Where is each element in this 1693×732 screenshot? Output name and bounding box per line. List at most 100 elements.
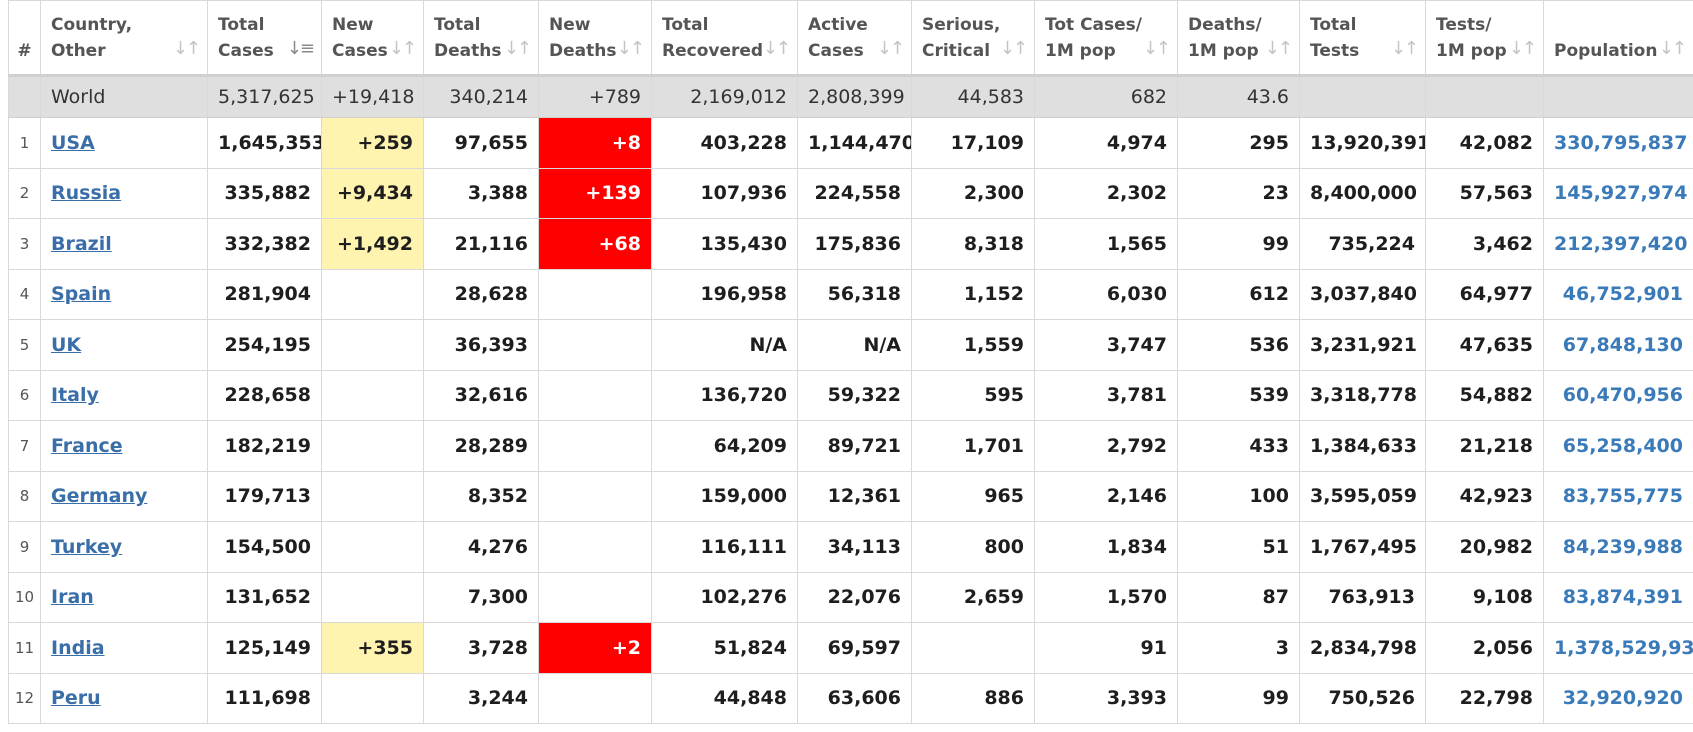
cell-active-cases: 56,318 [797, 269, 912, 320]
country-link[interactable]: Peru [51, 687, 101, 710]
cell-population: 32,920,920 [1543, 673, 1693, 724]
country-link[interactable]: Italy [51, 384, 99, 407]
cell-serious-critical: 2,659 [911, 572, 1035, 623]
cell-serious-critical: 1,152 [911, 269, 1035, 320]
sort-arrows-icon[interactable]: ↓↑ [388, 38, 417, 59]
cell-rank: 5 [8, 319, 41, 371]
table-row: 7 France 182,219 28,289 64,209 89,721 1,701 2,7… [8, 420, 1693, 472]
column-header-label: Cases [332, 41, 388, 61]
column-header-tests-per-1m[interactable]: Tests/1M pop ↓↑ [1425, 0, 1544, 77]
column-header-label: Tot Cases/ [1045, 15, 1142, 35]
cell-total-tests: 2,834,798 [1299, 622, 1426, 674]
cell-total-cases: 335,882 [207, 168, 322, 219]
cell-new-cases [321, 471, 424, 522]
cell-cases-per-1m: 1,834 [1034, 521, 1178, 573]
sort-arrows-icon[interactable]: ↓↑ [1508, 38, 1537, 59]
column-header-cases-per-1m[interactable]: Tot Cases/1M pop ↓↑ [1034, 0, 1178, 77]
column-header-total-tests[interactable]: Total Tests ↓↑ [1299, 0, 1426, 77]
country-link[interactable]: India [51, 636, 105, 659]
country-link[interactable]: USA [51, 131, 95, 154]
cell-rank: 9 [8, 521, 41, 573]
sort-arrows-icon[interactable]: ↓↑ [172, 38, 201, 59]
cell-total-deaths: 28,628 [423, 269, 539, 320]
sort-arrows-icon[interactable]: ↓↑ [616, 38, 645, 59]
table-row: 11 India 125,149 +355 3,728 +2 51,824 69,597 91 3… [8, 622, 1693, 674]
column-header-total-cases[interactable]: Total Cases ↓≡ [207, 0, 322, 77]
cell-rank: 4 [8, 269, 41, 320]
cell-active-cases: 63,606 [797, 673, 912, 724]
cell-serious-critical: 8,318 [911, 218, 1035, 270]
column-header-serious-critical[interactable]: Serious, Critical ↓↑ [911, 0, 1035, 77]
cell-active-cases: 1,144,470 [797, 117, 912, 169]
sort-arrows-icon[interactable]: ↓↑ [876, 38, 905, 59]
country-link[interactable]: Germany [51, 485, 148, 508]
column-header-active-cases[interactable]: Active Cases ↓↑ [797, 0, 912, 77]
country-link[interactable]: Spain [51, 283, 112, 306]
column-header-new-cases[interactable]: New Cases ↓↑ [321, 0, 424, 77]
sort-arrows-icon[interactable]: ↓↑ [1658, 38, 1687, 59]
column-header-population[interactable]: Population ↓↑ [1543, 0, 1693, 77]
table-row: 5 UK 254,195 36,393 N/A N/A 1,559 3,747 536 3,231… [8, 319, 1693, 371]
covid-stats-table-container: # Country, Other ↓↑ Total Cases ↓≡ New Cases ↓↑ To… [8, 0, 1693, 732]
cell-deaths-per-1m: 99 [1177, 673, 1300, 724]
cell-rank: 6 [8, 370, 41, 421]
cell-population: 212,397,420 [1543, 218, 1693, 270]
sort-arrows-icon[interactable]: ↓↑ [1142, 38, 1171, 59]
cell-total-cases: 111,698 [207, 673, 322, 724]
country-link[interactable]: Iran [51, 586, 94, 609]
cell-total-cases: 5,317,625 [207, 75, 322, 118]
cell-total-tests: 3,231,921 [1299, 319, 1426, 371]
cell-country: Italy [40, 370, 208, 421]
table-row: 12 Peru 111,698 3,244 44,848 63,606 886 3,393 99… [8, 673, 1693, 724]
country-link[interactable]: Turkey [51, 535, 123, 558]
sort-arrows-icon[interactable]: ↓↑ [503, 38, 532, 59]
column-header-label: Tests [1310, 41, 1360, 61]
cell-deaths-per-1m: 99 [1177, 218, 1300, 270]
cell-new-deaths [538, 319, 652, 371]
cell-active-cases: 34,113 [797, 521, 912, 573]
column-header-total-deaths[interactable]: Total Deaths ↓↑ [423, 0, 539, 77]
cell-total-deaths: 4,276 [423, 521, 539, 573]
column-header-label: Cases [218, 41, 274, 61]
cell-deaths-per-1m: 51 [1177, 521, 1300, 573]
cell-deaths-per-1m: 23 [1177, 168, 1300, 219]
column-header-total-recovered[interactable]: Total Recovered ↓↑ [651, 0, 798, 77]
cell-deaths-per-1m: 612 [1177, 269, 1300, 320]
cell-total-cases: 131,652 [207, 572, 322, 623]
country-link[interactable]: Brazil [51, 232, 112, 255]
sort-arrows-icon[interactable]: ↓↑ [1390, 38, 1419, 59]
cell-total-tests: 1,384,633 [1299, 420, 1426, 472]
sort-arrows-icon[interactable]: ↓↑ [1264, 38, 1293, 59]
column-header-label: Deaths [549, 41, 617, 61]
cell-serious-critical: 17,109 [911, 117, 1035, 169]
sort-desc-icon[interactable]: ↓≡ [286, 38, 315, 59]
column-header-rank: # [8, 0, 41, 77]
cell-new-deaths: +2 [538, 622, 652, 674]
column-header-new-deaths[interactable]: New Deaths ↓↑ [538, 0, 652, 77]
table-row: 6 Italy 228,658 32,616 136,720 59,322 595 3,781… [8, 370, 1693, 421]
cell-rank: 3 [8, 218, 41, 270]
column-header-country[interactable]: Country, Other ↓↑ [40, 0, 208, 77]
cell-population [1543, 75, 1693, 118]
cell-total-cases: 182,219 [207, 420, 322, 472]
cell-total-recovered: 64,209 [651, 420, 798, 472]
column-header-deaths-per-1m[interactable]: Deaths/1M pop ↓↑ [1177, 0, 1300, 77]
cell-new-cases [321, 370, 424, 421]
column-header-label: Critical [922, 41, 991, 61]
sort-arrows-icon[interactable]: ↓↑ [999, 38, 1028, 59]
cell-total-tests: 735,224 [1299, 218, 1426, 270]
cell-new-deaths [538, 420, 652, 472]
column-header-label: Total [434, 15, 481, 35]
cell-new-cases: +19,418 [321, 75, 424, 118]
cell-total-deaths: 3,728 [423, 622, 539, 674]
cell-cases-per-1m: 3,747 [1034, 319, 1178, 371]
cell-new-cases: +355 [321, 622, 424, 674]
cell-new-cases [321, 269, 424, 320]
sort-arrows-icon[interactable]: ↓↑ [762, 38, 791, 59]
country-link[interactable]: UK [51, 333, 82, 356]
cell-active-cases: 69,597 [797, 622, 912, 674]
country-link[interactable]: France [51, 434, 123, 457]
country-link[interactable]: Russia [51, 182, 122, 205]
cell-new-cases [321, 521, 424, 573]
cell-tests-per-1m: 3,462 [1425, 218, 1544, 270]
